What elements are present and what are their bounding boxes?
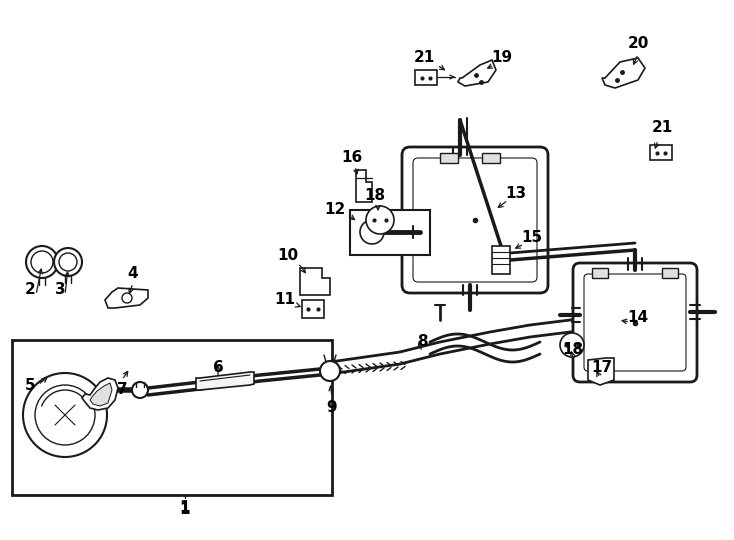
Text: 2: 2	[25, 282, 35, 298]
Polygon shape	[602, 58, 645, 88]
Circle shape	[35, 385, 95, 445]
Polygon shape	[196, 372, 254, 390]
Text: 10: 10	[277, 247, 299, 262]
Text: 20: 20	[628, 36, 649, 51]
Text: 4: 4	[128, 266, 138, 280]
Text: 18: 18	[562, 342, 584, 357]
Text: 6: 6	[213, 361, 223, 375]
Circle shape	[26, 246, 58, 278]
Polygon shape	[105, 288, 148, 308]
Polygon shape	[82, 378, 118, 410]
Text: 11: 11	[275, 293, 296, 307]
Polygon shape	[356, 170, 372, 202]
Text: 17: 17	[592, 361, 613, 375]
Circle shape	[320, 361, 340, 381]
Text: 14: 14	[628, 310, 649, 326]
Polygon shape	[458, 60, 496, 86]
Text: 12: 12	[324, 202, 346, 218]
Text: 3: 3	[55, 282, 65, 298]
Text: 18: 18	[365, 187, 385, 202]
Bar	[415, 70, 437, 85]
Text: 1: 1	[180, 503, 190, 517]
FancyBboxPatch shape	[402, 147, 548, 293]
Bar	[350, 210, 430, 255]
Circle shape	[360, 220, 384, 244]
Polygon shape	[300, 268, 330, 295]
Circle shape	[59, 253, 77, 271]
Text: 8: 8	[417, 334, 427, 349]
Polygon shape	[588, 358, 614, 385]
FancyBboxPatch shape	[584, 274, 686, 371]
Polygon shape	[662, 268, 678, 278]
Text: 16: 16	[341, 150, 363, 165]
Text: 21: 21	[413, 51, 435, 65]
Polygon shape	[592, 268, 608, 278]
Text: 9: 9	[327, 401, 338, 415]
Text: 5: 5	[25, 377, 35, 393]
Text: 13: 13	[506, 186, 526, 200]
FancyBboxPatch shape	[573, 263, 697, 382]
Bar	[650, 145, 672, 160]
Circle shape	[366, 206, 394, 234]
Bar	[492, 246, 510, 274]
Circle shape	[23, 373, 107, 457]
Text: 15: 15	[521, 231, 542, 246]
Circle shape	[54, 248, 82, 276]
FancyBboxPatch shape	[413, 158, 537, 282]
Circle shape	[560, 333, 584, 357]
Polygon shape	[440, 153, 458, 163]
Text: 19: 19	[492, 51, 512, 65]
Text: 1: 1	[180, 501, 190, 516]
Circle shape	[31, 251, 53, 273]
Text: 7: 7	[117, 382, 127, 397]
Polygon shape	[482, 153, 500, 163]
Text: 21: 21	[651, 120, 672, 136]
Bar	[12, 340, 332, 495]
Circle shape	[132, 382, 148, 398]
Bar	[302, 300, 324, 318]
Circle shape	[122, 293, 132, 303]
Polygon shape	[90, 383, 112, 406]
